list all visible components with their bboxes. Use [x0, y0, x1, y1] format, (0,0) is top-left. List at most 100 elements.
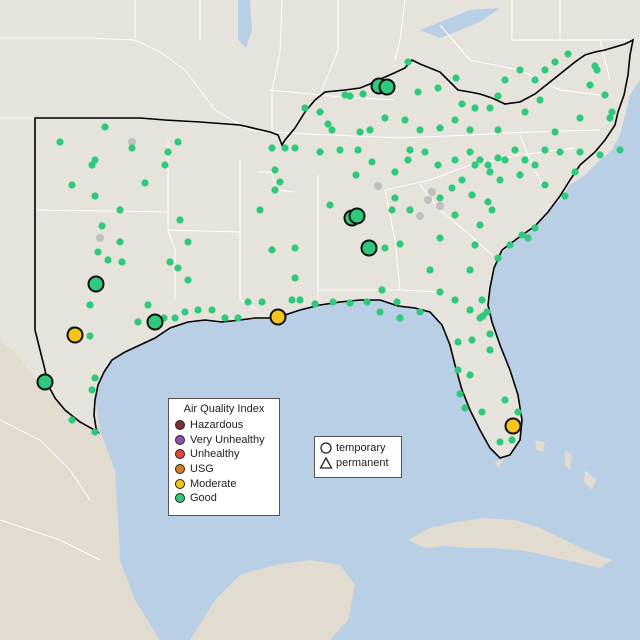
good-monitor[interactable]: [516, 171, 524, 179]
good-monitor[interactable]: [434, 161, 442, 169]
good-monitor[interactable]: [471, 161, 479, 169]
good-monitor[interactable]: [352, 171, 360, 179]
good-monitor[interactable]: [531, 161, 539, 169]
good-monitor[interactable]: [324, 120, 332, 128]
good-monitor[interactable]: [128, 144, 136, 152]
good-monitor-large[interactable]: [360, 239, 378, 257]
good-monitor[interactable]: [184, 238, 192, 246]
good-monitor[interactable]: [596, 151, 604, 159]
good-monitor[interactable]: [486, 346, 494, 354]
good-monitor[interactable]: [536, 96, 544, 104]
good-monitor[interactable]: [86, 301, 94, 309]
good-monitor[interactable]: [316, 108, 324, 116]
good-monitor[interactable]: [301, 104, 309, 112]
good-monitor[interactable]: [94, 248, 102, 256]
good-monitor[interactable]: [396, 314, 404, 322]
good-monitor[interactable]: [268, 246, 276, 254]
good-monitor[interactable]: [144, 301, 152, 309]
good-monitor[interactable]: [141, 179, 149, 187]
good-monitor[interactable]: [91, 192, 99, 200]
good-monitor[interactable]: [486, 104, 494, 112]
good-monitor[interactable]: [436, 288, 444, 296]
good-monitor[interactable]: [393, 298, 401, 306]
good-monitor[interactable]: [494, 154, 502, 162]
good-monitor[interactable]: [91, 428, 99, 436]
good-monitor-large[interactable]: [36, 373, 54, 391]
good-monitor[interactable]: [116, 206, 124, 214]
good-monitor[interactable]: [468, 336, 476, 344]
good-monitor[interactable]: [521, 156, 529, 164]
good-monitor[interactable]: [478, 408, 486, 416]
good-monitor-large[interactable]: [348, 207, 366, 225]
good-monitor[interactable]: [541, 146, 549, 154]
good-monitor[interactable]: [454, 366, 462, 374]
good-monitor[interactable]: [426, 266, 434, 274]
good-monitor[interactable]: [406, 206, 414, 214]
good-monitor[interactable]: [434, 84, 442, 92]
good-monitor[interactable]: [116, 238, 124, 246]
good-monitor[interactable]: [486, 168, 494, 176]
good-monitor[interactable]: [576, 114, 584, 122]
good-monitor[interactable]: [363, 298, 371, 306]
good-monitor[interactable]: [416, 126, 424, 134]
good-monitor[interactable]: [296, 296, 304, 304]
good-monitor[interactable]: [104, 256, 112, 264]
good-monitor[interactable]: [268, 144, 276, 152]
good-monitor[interactable]: [496, 438, 504, 446]
good-monitor[interactable]: [593, 66, 601, 74]
good-monitor[interactable]: [326, 201, 334, 209]
good-monitor[interactable]: [416, 308, 424, 316]
good-monitor[interactable]: [616, 146, 624, 154]
good-monitor[interactable]: [184, 276, 192, 284]
good-monitor[interactable]: [244, 298, 252, 306]
good-monitor[interactable]: [328, 126, 336, 134]
good-monitor-large[interactable]: [146, 313, 164, 331]
good-monitor[interactable]: [478, 296, 486, 304]
good-monitor[interactable]: [466, 371, 474, 379]
good-monitor[interactable]: [476, 221, 484, 229]
good-monitor[interactable]: [354, 146, 362, 154]
good-monitor[interactable]: [176, 216, 184, 224]
good-monitor-large[interactable]: [378, 78, 396, 96]
good-monitor[interactable]: [194, 306, 202, 314]
good-monitor[interactable]: [421, 148, 429, 156]
inactive-monitor[interactable]: [436, 202, 444, 210]
good-monitor[interactable]: [406, 146, 414, 154]
good-monitor[interactable]: [234, 314, 242, 322]
good-monitor[interactable]: [404, 58, 412, 66]
good-monitor[interactable]: [98, 222, 106, 230]
good-monitor[interactable]: [608, 108, 616, 116]
good-monitor[interactable]: [488, 206, 496, 214]
good-monitor[interactable]: [468, 191, 476, 199]
good-monitor[interactable]: [531, 76, 539, 84]
good-monitor[interactable]: [368, 158, 376, 166]
moderate-monitor-large[interactable]: [66, 326, 84, 344]
good-monitor[interactable]: [436, 234, 444, 242]
inactive-monitor[interactable]: [424, 196, 432, 204]
good-monitor[interactable]: [466, 126, 474, 134]
good-monitor[interactable]: [291, 144, 299, 152]
good-monitor[interactable]: [601, 91, 609, 99]
good-monitor[interactable]: [456, 390, 464, 398]
good-monitor[interactable]: [88, 386, 96, 394]
good-monitor[interactable]: [501, 156, 509, 164]
good-monitor[interactable]: [494, 92, 502, 100]
good-monitor[interactable]: [336, 146, 344, 154]
good-monitor[interactable]: [494, 126, 502, 134]
good-monitor[interactable]: [466, 148, 474, 156]
good-monitor[interactable]: [101, 123, 109, 131]
good-monitor[interactable]: [501, 396, 509, 404]
good-monitor[interactable]: [564, 50, 572, 58]
good-monitor[interactable]: [484, 161, 492, 169]
good-monitor[interactable]: [171, 314, 179, 322]
good-monitor[interactable]: [461, 404, 469, 412]
good-monitor[interactable]: [359, 90, 367, 98]
good-monitor[interactable]: [391, 194, 399, 202]
good-monitor[interactable]: [381, 244, 389, 252]
good-monitor-large[interactable]: [87, 275, 105, 293]
good-monitor[interactable]: [458, 100, 466, 108]
good-monitor[interactable]: [174, 138, 182, 146]
good-monitor[interactable]: [414, 88, 422, 96]
good-monitor[interactable]: [496, 176, 504, 184]
good-monitor[interactable]: [346, 299, 354, 307]
